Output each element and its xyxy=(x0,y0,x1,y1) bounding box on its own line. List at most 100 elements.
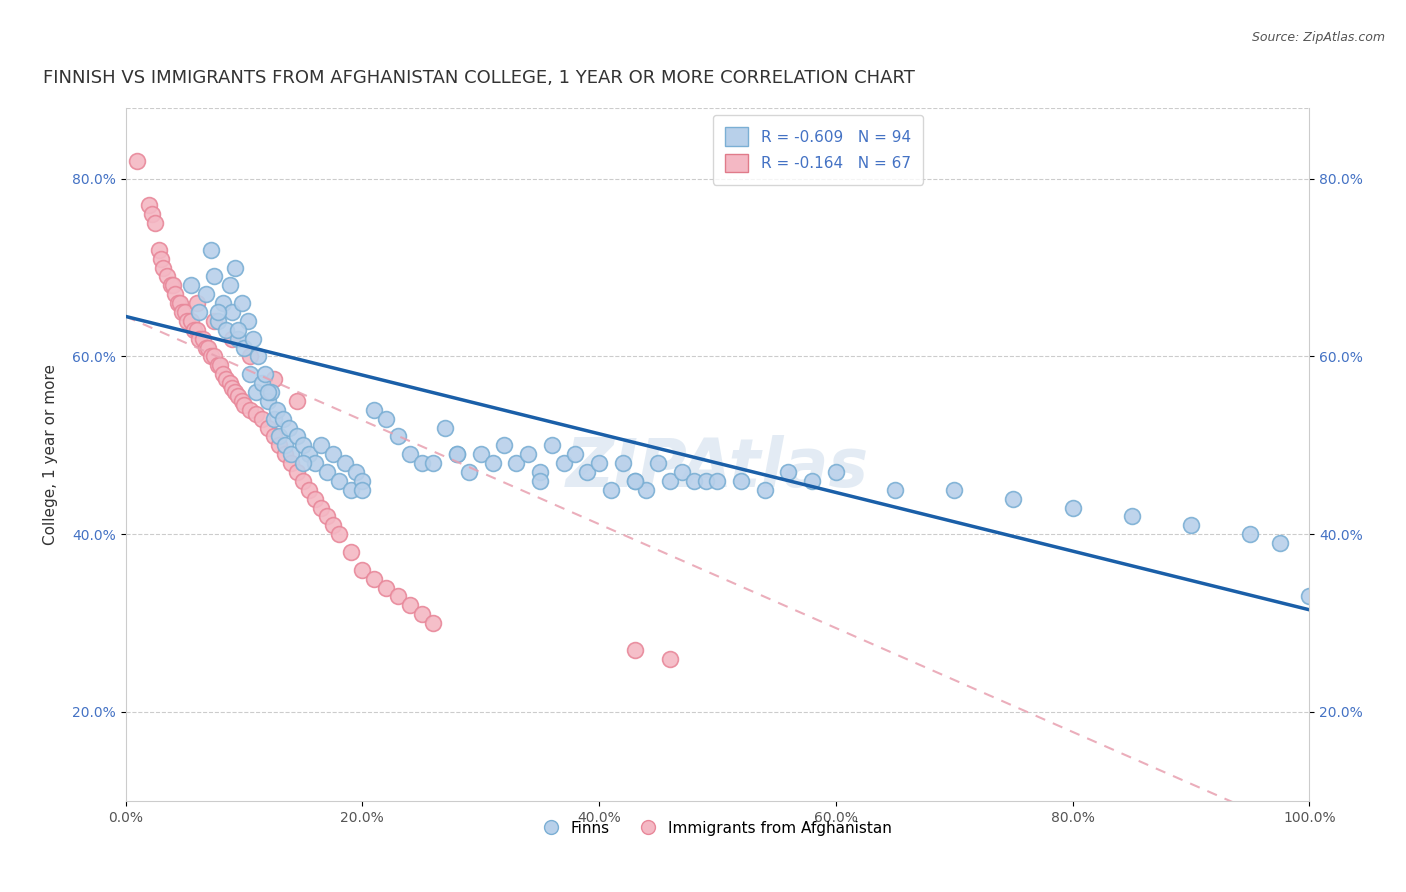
Point xyxy=(226,323,249,337)
Point xyxy=(824,465,846,479)
Point xyxy=(280,456,302,470)
Point xyxy=(695,474,717,488)
Text: ZIPAtlas: ZIPAtlas xyxy=(565,435,869,501)
Point xyxy=(612,456,634,470)
Point xyxy=(207,359,229,373)
Point xyxy=(470,447,492,461)
Point xyxy=(173,305,195,319)
Point xyxy=(152,260,174,275)
Point xyxy=(411,456,433,470)
Point xyxy=(623,474,645,488)
Point xyxy=(309,500,332,515)
Point xyxy=(211,368,233,382)
Point xyxy=(148,243,170,257)
Point xyxy=(623,642,645,657)
Point xyxy=(202,350,225,364)
Point xyxy=(233,341,256,355)
Point xyxy=(215,323,238,337)
Point xyxy=(457,465,479,479)
Point xyxy=(682,474,704,488)
Point xyxy=(138,198,160,212)
Point xyxy=(647,456,669,470)
Point xyxy=(200,350,222,364)
Point xyxy=(176,314,198,328)
Point xyxy=(239,350,262,364)
Point xyxy=(221,380,243,394)
Point xyxy=(202,314,225,328)
Point xyxy=(1002,491,1025,506)
Point xyxy=(333,456,356,470)
Point xyxy=(180,314,202,328)
Y-axis label: College, 1 year or more: College, 1 year or more xyxy=(44,364,58,545)
Point xyxy=(260,384,283,399)
Point xyxy=(1180,518,1202,533)
Point xyxy=(387,590,409,604)
Point xyxy=(263,371,285,385)
Point xyxy=(269,438,291,452)
Point xyxy=(211,296,233,310)
Point xyxy=(280,447,302,461)
Point xyxy=(398,599,420,613)
Point xyxy=(659,651,682,665)
Point xyxy=(285,465,308,479)
Point xyxy=(298,447,321,461)
Point xyxy=(778,465,800,479)
Point xyxy=(172,305,194,319)
Point xyxy=(422,616,444,631)
Text: Source: ZipAtlas.com: Source: ZipAtlas.com xyxy=(1251,31,1385,45)
Point xyxy=(247,350,270,364)
Point xyxy=(245,384,267,399)
Point xyxy=(271,411,294,425)
Point xyxy=(218,278,240,293)
Point xyxy=(322,447,344,461)
Point xyxy=(285,393,308,408)
Point xyxy=(226,389,249,403)
Point xyxy=(156,269,179,284)
Point xyxy=(183,323,205,337)
Point xyxy=(239,402,262,417)
Point xyxy=(304,456,326,470)
Point xyxy=(588,456,610,470)
Point xyxy=(352,483,374,497)
Point xyxy=(242,332,264,346)
Point xyxy=(209,359,232,373)
Point xyxy=(180,278,202,293)
Point xyxy=(328,474,350,488)
Point xyxy=(298,483,321,497)
Point xyxy=(150,252,173,266)
Point xyxy=(254,368,277,382)
Point xyxy=(884,483,907,497)
Point xyxy=(127,153,149,168)
Point xyxy=(564,447,586,461)
Point xyxy=(529,465,551,479)
Point xyxy=(215,371,238,385)
Point xyxy=(322,518,344,533)
Point xyxy=(224,384,246,399)
Point xyxy=(292,438,315,452)
Point xyxy=(285,429,308,443)
Point xyxy=(159,278,181,293)
Point xyxy=(141,207,163,221)
Point xyxy=(339,483,361,497)
Point xyxy=(600,483,623,497)
Point xyxy=(315,509,337,524)
Point xyxy=(411,607,433,622)
Point xyxy=(328,527,350,541)
Point xyxy=(274,447,297,461)
Point xyxy=(221,332,243,346)
Point xyxy=(315,465,337,479)
Point xyxy=(239,368,262,382)
Point xyxy=(505,456,527,470)
Point xyxy=(517,447,540,461)
Point xyxy=(191,332,214,346)
Point xyxy=(266,402,288,417)
Point xyxy=(165,287,187,301)
Point xyxy=(186,296,208,310)
Point xyxy=(1268,536,1291,550)
Point xyxy=(256,393,278,408)
Point xyxy=(221,305,243,319)
Point xyxy=(195,341,218,355)
Point xyxy=(231,296,253,310)
Point xyxy=(304,491,326,506)
Point xyxy=(481,456,503,470)
